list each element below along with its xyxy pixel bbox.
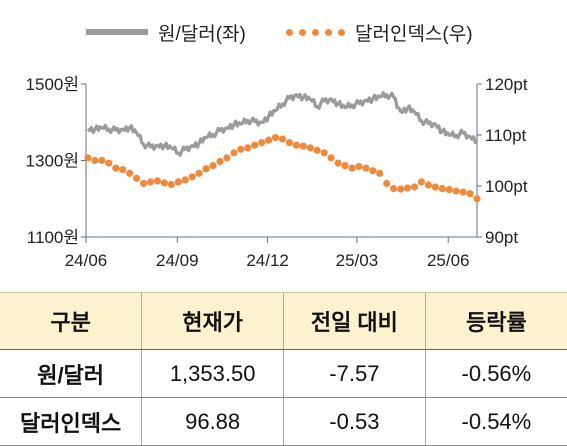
fx-summary-table: 구분 현재가 전일 대비 등락률 원/달러 1,353.50 -7.57 -0.…	[0, 292, 567, 446]
y-right-tick-label: 120pt	[485, 75, 528, 94]
series-dxy-point	[376, 169, 384, 177]
series-dxy-point	[320, 149, 328, 157]
series-dxy-point	[140, 179, 148, 187]
series-dxy-point	[230, 149, 238, 157]
series-dxy-point	[431, 183, 439, 191]
series-dxy-point	[334, 159, 342, 167]
y-left-tick-label: 1300원	[26, 152, 79, 171]
series-dxy-point	[244, 144, 252, 152]
series-dxy-point	[299, 142, 307, 150]
series-usdkrw-line	[86, 91, 479, 157]
y-right-tick-label: 90pt	[485, 228, 518, 247]
series-dxy-point	[209, 162, 217, 170]
legend-dxy: 달러인덱스(우)	[286, 18, 473, 46]
series-dxy-point	[133, 174, 141, 182]
series-dxy-point	[181, 176, 189, 184]
legend-usdkrw: 원/달러(좌)	[86, 18, 246, 46]
cell-current-price: 96.88	[141, 397, 284, 446]
x-tick-label: 24/06	[65, 251, 108, 270]
header-category: 구분	[0, 292, 142, 350]
series-dxy-point	[348, 164, 356, 172]
exchange-rate-chart: 원/달러(좌) 달러인덱스(우) 1100원 1300원 1500원 90pt 100p…	[26, 18, 528, 271]
x-tick-label: 25/03	[336, 251, 379, 270]
series-dxy-point	[119, 166, 127, 174]
series-dxy-point	[202, 165, 210, 173]
row-label: 달러인덱스	[0, 397, 142, 446]
cell-change-rate: -0.56%	[424, 349, 567, 398]
header-change-rate: 등락률	[424, 292, 567, 350]
legend-line-swatch	[86, 29, 148, 35]
series-dxy-point	[403, 184, 412, 192]
series-dxy-point	[278, 135, 287, 143]
legend-label-usdkrw: 원/달러(좌)	[158, 23, 246, 45]
header-current-price: 현재가	[141, 292, 284, 350]
legend-label-dxy: 달러인덱스(우)	[355, 23, 473, 45]
series-dxy-point	[362, 164, 370, 172]
series-dxy-point	[84, 154, 92, 162]
table-row: 달러인덱스 96.88 -0.53 -0.54%	[0, 397, 567, 446]
y-right-tick-label: 110pt	[485, 126, 527, 145]
series-dxy-point	[383, 179, 391, 187]
cell-current-price: 1,353.50	[141, 349, 284, 398]
series-dxy-point	[195, 169, 203, 177]
series-dxy-point	[174, 178, 182, 186]
series-dxy-point	[188, 173, 196, 181]
table-header-row: 구분 현재가 전일 대비 등락률	[0, 292, 567, 350]
series-dxy-point	[105, 159, 113, 167]
series-dxy-point	[341, 162, 349, 170]
series-dxy-point	[292, 141, 300, 149]
legend-dot-swatch	[286, 28, 345, 36]
series-dxy-point	[410, 183, 419, 191]
series-dxy-point	[306, 144, 314, 152]
series-dxy-point	[355, 163, 363, 171]
series-dxy-point	[452, 187, 460, 195]
series-dxy-point	[265, 136, 273, 144]
series-dxy-point	[237, 145, 245, 153]
series-dxy-point	[473, 195, 481, 203]
series-dxy-point	[327, 154, 335, 162]
cell-daily-change: -7.57	[283, 349, 426, 398]
series-dxy-point	[98, 156, 106, 165]
series-dxy-point	[223, 154, 231, 162]
series-dxy-point	[126, 169, 134, 177]
y-right-tick-label: 100pt	[485, 177, 528, 196]
series-dxy-point	[397, 185, 405, 193]
series-dxy-point	[258, 139, 266, 147]
table-row: 원/달러 1,353.50 -7.57 -0.56%	[0, 349, 567, 398]
header-daily-change: 전일 대비	[283, 292, 426, 350]
cell-daily-change: -0.53	[283, 397, 426, 446]
y-left-tick-label: 1500원	[26, 75, 79, 94]
series-dxy-point	[271, 134, 280, 142]
series-dxy-point	[417, 178, 425, 186]
series-dxy-point	[153, 177, 162, 185]
series-dxy-point	[459, 188, 467, 196]
series-dxy-point	[112, 164, 120, 172]
series-dxy-point	[216, 157, 224, 166]
series-dxy-point	[313, 146, 321, 154]
series-dxy-point	[390, 185, 398, 193]
series-dxy-point	[167, 180, 175, 189]
x-tick-label: 24/09	[156, 251, 199, 270]
cell-change-rate: -0.54%	[424, 397, 567, 446]
series-dxy-point	[424, 181, 432, 189]
series-dxy-point	[369, 167, 377, 175]
series-dxy-point	[251, 141, 259, 149]
series-dxy-point	[160, 179, 168, 187]
series-dxy-point	[466, 190, 474, 198]
x-tick-label: 24/12	[246, 251, 289, 270]
y-left-tick-label: 1100원	[27, 228, 79, 247]
x-tick-label: 25/06	[427, 251, 470, 270]
chart-plot: 1100원 1300원 1500원 90pt 100pt 110pt 120pt 24/06 2…	[26, 75, 528, 270]
series-dxy-point	[438, 185, 446, 193]
series-dxy-point	[146, 178, 155, 186]
series-dxy-point	[285, 139, 293, 147]
row-label: 원/달러	[0, 349, 142, 398]
series-dxy-point	[91, 156, 99, 165]
series-dxy-point	[445, 186, 453, 194]
